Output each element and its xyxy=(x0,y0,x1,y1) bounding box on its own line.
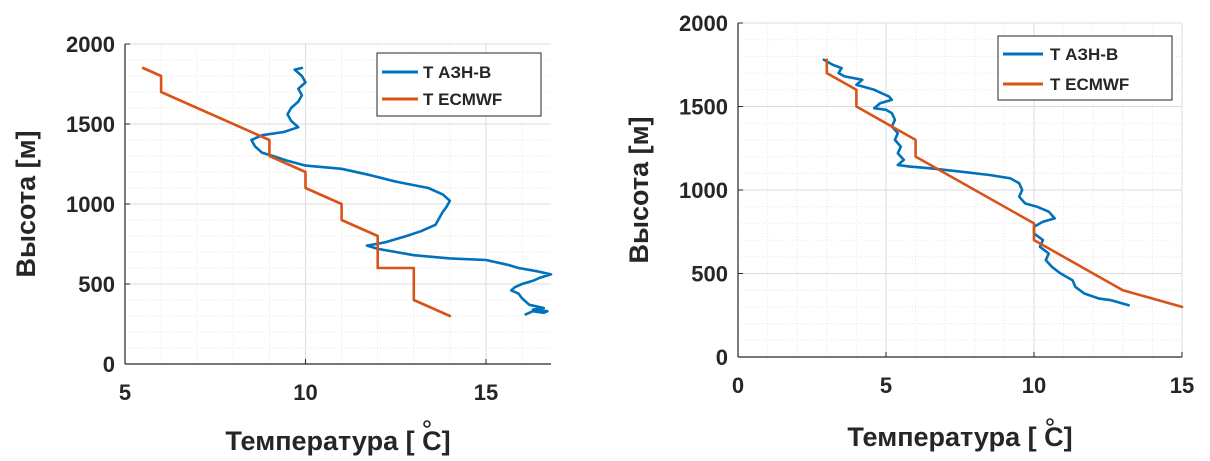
y-tick-label: 500 xyxy=(78,272,115,297)
x-axis-label: Температура [ C] xyxy=(225,426,450,456)
legend: T АЗН-В T ECMWF xyxy=(997,35,1173,101)
series-layer xyxy=(822,58,1184,309)
series-line-ecmwf xyxy=(141,66,452,318)
series-line-ecmwf xyxy=(825,58,1184,309)
x-tick-label: 10 xyxy=(293,380,317,405)
y-tick-label: 2000 xyxy=(66,32,115,57)
y-tick-label: 2000 xyxy=(679,11,728,36)
x-tick-label: 15 xyxy=(474,380,498,405)
legend: T АЗН-В T ECMWF xyxy=(376,52,542,117)
legend-label-ecmwf: T ECMWF xyxy=(423,90,502,109)
y-tick-label: 1000 xyxy=(679,178,728,203)
legend-box xyxy=(997,35,1173,101)
y-tick-label: 0 xyxy=(103,352,115,377)
x-axis-label: Температура [ C] xyxy=(847,422,1072,452)
y-tick-label: 1500 xyxy=(66,112,115,137)
series-line-azn-b xyxy=(250,66,553,316)
y-tick-label: 1000 xyxy=(66,192,115,217)
degree-mark xyxy=(1046,418,1054,426)
x-tick-label: 10 xyxy=(1022,373,1046,398)
x-tick-labels: 0 5 10 15 xyxy=(732,373,1194,398)
x-tick-label: 0 xyxy=(732,373,744,398)
x-tick-labels: 5 10 15 xyxy=(119,380,498,405)
series-line-azn-b xyxy=(822,58,1130,307)
legend-label-ecmwf: T ECMWF xyxy=(1050,75,1129,94)
axes xyxy=(737,22,1183,358)
chart-right: 0 5 10 15 0 500 1000 1500 2000 Температура [ C]… xyxy=(624,11,1194,452)
axes xyxy=(124,43,551,365)
y-tick-labels: 0 500 1000 1500 2000 xyxy=(66,32,115,377)
y-tick-label: 0 xyxy=(716,345,728,370)
y-axis-label: Высота [м] xyxy=(11,130,41,277)
y-tick-label: 1500 xyxy=(679,95,728,120)
legend-label-azn: T АЗН-В xyxy=(423,63,491,82)
legend-label-azn: T АЗН-В xyxy=(1050,45,1118,64)
y-tick-label: 500 xyxy=(691,262,728,287)
y-axis-label: Высота [м] xyxy=(624,116,654,263)
degree-mark xyxy=(423,420,431,428)
series-layer xyxy=(141,66,553,318)
y-tick-labels: 0 500 1000 1500 2000 xyxy=(679,11,728,370)
legend-box xyxy=(376,52,542,117)
x-tick-label: 5 xyxy=(119,380,131,405)
x-tick-label: 15 xyxy=(1170,373,1194,398)
x-tick-label: 5 xyxy=(880,373,892,398)
